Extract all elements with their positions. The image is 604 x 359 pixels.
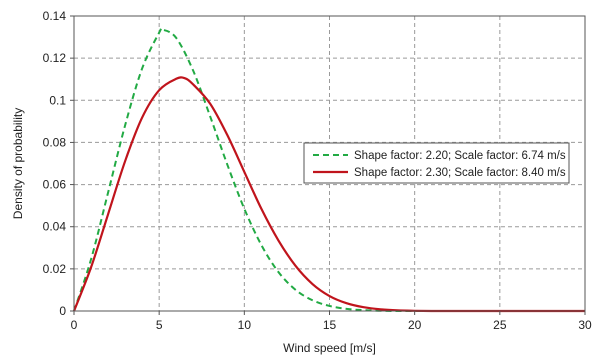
y-tick-label-1: 0.02	[43, 262, 67, 276]
y-tick-label-5: 0.1	[49, 93, 66, 107]
legend: Shape factor: 2.20; Scale factor: 6.74 m…	[303, 142, 570, 184]
x-tick-label-6: 30	[578, 318, 592, 332]
x-tick-label-0: 0	[71, 318, 78, 332]
legend-label-1: Shape factor: 2.30; Scale factor: 8.40 m…	[354, 167, 566, 179]
y-axis-title: Density of probability	[11, 108, 25, 219]
y-tick-label-4: 0.08	[43, 135, 67, 149]
x-tick-label-3: 15	[323, 318, 337, 332]
y-tick-label-2: 0.04	[43, 220, 67, 234]
x-axis: 0 5 10 15 20 25 30	[71, 311, 592, 332]
y-tick-label-7: 0.14	[43, 9, 67, 23]
y-tick-label-6: 0.12	[43, 51, 67, 65]
x-tick-label-5: 25	[493, 318, 507, 332]
y-tick-label-0: 0	[59, 304, 66, 318]
y-tick-label-3: 0.06	[43, 178, 67, 192]
x-tick-label-4: 20	[408, 318, 422, 332]
legend-box	[303, 142, 570, 184]
x-axis-title: Wind speed [m/s]	[283, 341, 376, 355]
legend-label-0: Shape factor: 2.20; Scale factor: 6.74 m…	[354, 150, 566, 162]
x-tick-label-1: 5	[156, 318, 163, 332]
y-axis: 0 0.02 0.04 0.06 0.08 0.1 0.12 0.14	[43, 9, 74, 318]
x-tick-label-2: 10	[238, 318, 252, 332]
